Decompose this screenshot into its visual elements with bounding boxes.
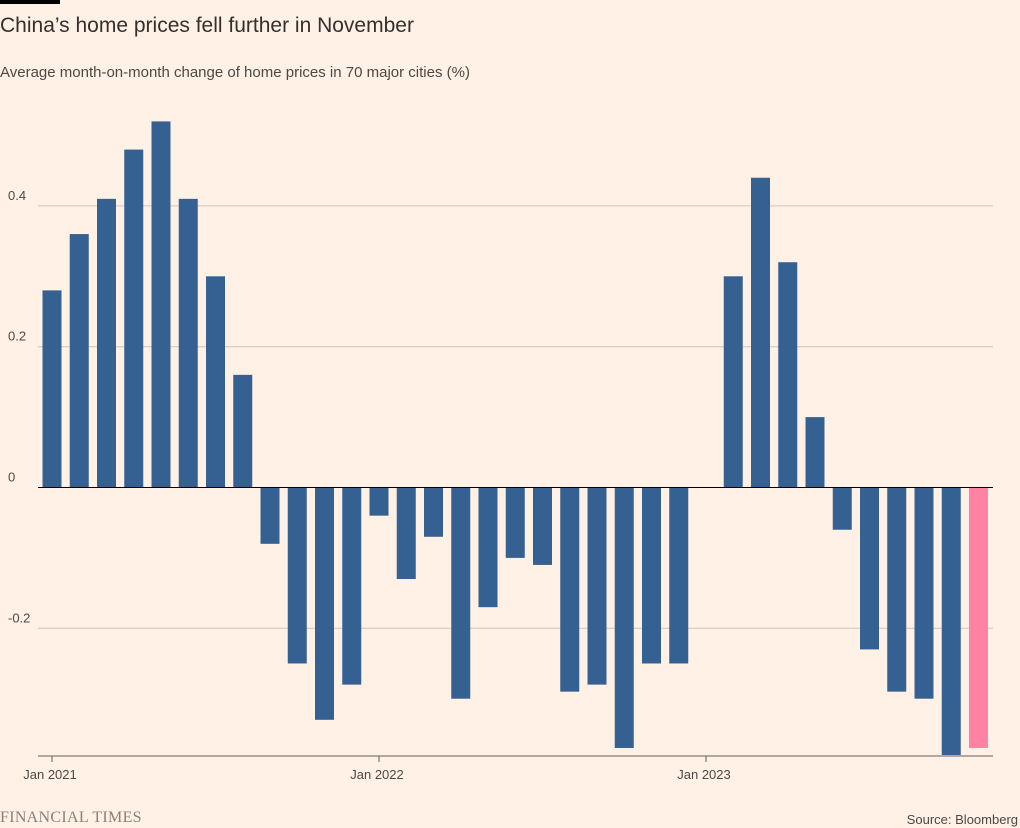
bar	[69, 234, 89, 488]
bar	[260, 487, 280, 544]
source-note: Source: Bloomberg	[906, 812, 1018, 827]
y-tick-label: 0.2	[8, 329, 26, 344]
bar	[478, 487, 498, 608]
bar	[860, 487, 879, 650]
bar	[424, 487, 443, 537]
bar	[969, 487, 988, 748]
ft-logo: FINANCIAL TIMES	[0, 809, 142, 826]
x-tick-label: Jan 2023	[677, 767, 731, 782]
y-tick-label: 0.4	[8, 188, 26, 203]
bar	[206, 276, 225, 488]
bar	[805, 417, 825, 488]
bar	[587, 487, 607, 685]
bar	[369, 487, 389, 516]
bar	[723, 276, 743, 488]
x-tick-label: Jan 2021	[23, 767, 77, 782]
bar	[914, 487, 934, 699]
bar	[287, 487, 307, 664]
bar	[233, 374, 253, 488]
bar	[778, 262, 798, 488]
bar	[751, 177, 770, 488]
bar	[451, 487, 471, 699]
y-tick-label: -0.2	[8, 610, 30, 625]
bar-chart: -0.2 0 0.2 0.4 Jan 2021 Jan 2022 Jan 2023	[8, 121, 993, 782]
bar	[887, 487, 907, 692]
y-tick-label: 0	[8, 470, 15, 485]
bar	[941, 487, 961, 756]
bar	[97, 198, 116, 488]
bar	[315, 487, 334, 720]
bar	[178, 198, 198, 488]
bar	[832, 487, 852, 530]
bar	[124, 149, 144, 488]
bar	[533, 487, 552, 565]
brand-top-bar	[0, 0, 60, 4]
chart-title: China’s home prices fell further in Nove…	[0, 14, 414, 37]
bar	[396, 487, 416, 580]
bar	[151, 121, 171, 488]
bar	[560, 487, 580, 692]
bar	[614, 487, 634, 748]
bar	[42, 290, 62, 488]
bar	[342, 487, 362, 685]
chart-subtitle: Average month-on-month change of home pr…	[0, 64, 470, 81]
bar	[642, 487, 661, 664]
bar	[505, 487, 525, 558]
x-tick-label: Jan 2022	[350, 767, 404, 782]
bar	[669, 487, 689, 664]
